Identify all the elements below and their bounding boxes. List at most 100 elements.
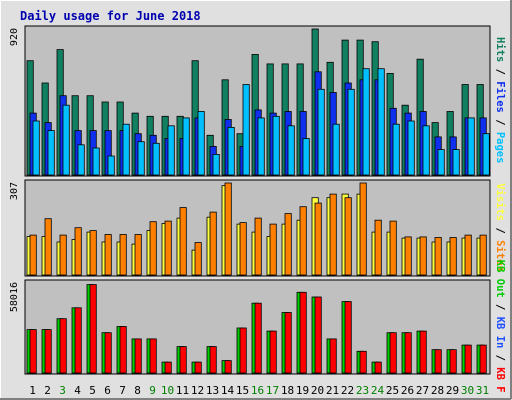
bar-sites-day-24 xyxy=(374,219,382,276)
bar-sites-day-26 xyxy=(404,236,412,276)
legend-separator: / xyxy=(494,348,506,367)
x-tick-label: 7 xyxy=(119,384,126,397)
bar-pages-day-5 xyxy=(92,147,100,176)
bar-kb-f-day-13 xyxy=(209,346,217,374)
bar-sites-day-25 xyxy=(389,220,397,276)
legend-separator: / xyxy=(494,221,506,240)
x-tick-label: 5 xyxy=(89,384,96,397)
bar-pages-day-29 xyxy=(452,149,460,176)
bar-sites-day-30 xyxy=(464,234,472,276)
bar-sites-day-27 xyxy=(419,236,427,276)
legend-entry: KB Out xyxy=(494,260,506,298)
x-tick-label: 22 xyxy=(341,384,354,397)
bar-sites-day-18 xyxy=(284,213,292,276)
x-tick-label: 2 xyxy=(44,384,51,397)
bar-pages-day-11 xyxy=(182,117,190,176)
bar-kb-f-day-30 xyxy=(464,344,472,374)
x-tick-label: 24 xyxy=(371,384,385,397)
x-tick-label: 30 xyxy=(461,384,474,397)
x-tick-label: 25 xyxy=(386,384,399,397)
bar-pages-day-14 xyxy=(227,127,235,176)
bar-pages-day-24 xyxy=(377,68,385,176)
x-tick-label: 8 xyxy=(134,384,141,397)
bar-sites-day-19 xyxy=(299,206,307,276)
bar-kb-f-day-12 xyxy=(194,361,202,374)
legend-separator: / xyxy=(494,298,506,317)
bar-sites-day-14 xyxy=(224,182,232,276)
bar-kb-f-day-6 xyxy=(104,332,112,374)
bar-pages-day-10 xyxy=(167,125,175,176)
panel-2: 307 Visits / Sites xyxy=(9,179,506,277)
bar-sites-day-1 xyxy=(29,234,37,276)
chart-title: Daily usage for June 2018 xyxy=(20,9,201,23)
bar-kb-f-day-10 xyxy=(164,361,172,374)
bar-pages-day-4 xyxy=(77,144,85,176)
bar-sites-day-16 xyxy=(254,217,262,276)
bar-kb-f-day-8 xyxy=(134,338,142,374)
x-tick-label: 14 xyxy=(221,384,235,397)
bar-kb-f-day-23 xyxy=(359,350,367,374)
legend-separator: / xyxy=(494,62,506,81)
panel-legend: Visits / Sites xyxy=(494,183,506,272)
x-tick-label: 6 xyxy=(104,384,111,397)
bar-sites-day-29 xyxy=(449,237,457,276)
x-tick-label: 23 xyxy=(356,384,369,397)
legend-entry: Files xyxy=(494,81,506,113)
x-tick-label: 18 xyxy=(281,384,294,397)
legend-entry: KB In xyxy=(494,317,506,349)
bar-pages-day-9 xyxy=(152,142,160,176)
x-tick-label: 9 xyxy=(149,384,156,397)
panel-1: 920 Hits / Files / Pages xyxy=(9,25,506,177)
bar-sites-day-20 xyxy=(314,202,322,276)
bar-sites-day-4 xyxy=(74,227,82,276)
bar-sites-day-6 xyxy=(104,234,112,276)
bar-sites-day-11 xyxy=(179,207,187,276)
bar-kb-f-day-18 xyxy=(284,312,292,374)
x-tick-label: 4 xyxy=(74,384,81,397)
y-max-tick-label: 58016 xyxy=(9,282,20,312)
bar-pages-day-16 xyxy=(257,117,265,176)
bar-kb-f-day-31 xyxy=(479,344,487,374)
bar-sites-day-9 xyxy=(149,221,157,276)
bar-kb-f-day-1 xyxy=(29,329,37,374)
bar-kb-f-day-11 xyxy=(179,346,187,374)
bar-sites-day-2 xyxy=(44,218,52,276)
legend-entry: KB F xyxy=(494,367,506,392)
bar-kb-f-day-5 xyxy=(89,284,97,374)
legend-entry: Hits xyxy=(494,37,506,62)
bar-kb-f-day-21 xyxy=(329,338,337,374)
bar-pages-day-3 xyxy=(62,104,70,176)
bar-sites-day-22 xyxy=(344,197,352,276)
bar-pages-day-20 xyxy=(317,88,325,176)
bar-sites-day-31 xyxy=(479,234,487,276)
bar-kb-f-day-19 xyxy=(299,291,307,374)
bar-kb-f-day-15 xyxy=(239,327,247,374)
bar-kb-f-day-7 xyxy=(119,326,127,374)
x-tick-label: 11 xyxy=(176,384,189,397)
bar-pages-day-25 xyxy=(392,123,400,176)
bar-kb-f-day-25 xyxy=(389,332,397,374)
bar-sites-day-3 xyxy=(59,234,67,276)
bar-sites-day-28 xyxy=(434,237,442,276)
bar-kb-f-day-4 xyxy=(74,307,82,374)
bar-kb-f-day-17 xyxy=(269,330,277,374)
bar-kb-f-day-9 xyxy=(149,338,157,374)
bar-pages-day-13 xyxy=(212,153,220,176)
bar-sites-day-17 xyxy=(269,223,277,276)
bar-kb-f-day-27 xyxy=(419,330,427,374)
x-tick-label: 26 xyxy=(401,384,414,397)
bar-kb-f-day-26 xyxy=(404,332,412,374)
bar-sites-day-7 xyxy=(119,234,127,276)
bar-sites-day-8 xyxy=(134,234,142,276)
x-tick-label: 1 xyxy=(29,384,36,397)
x-tick-label: 31 xyxy=(476,384,489,397)
bar-kb-f-day-3 xyxy=(59,318,67,374)
x-tick-label: 10 xyxy=(161,384,174,397)
y-max-tick-label: 307 xyxy=(9,182,20,200)
x-tick-label: 20 xyxy=(311,384,324,397)
bar-kb-f-day-14 xyxy=(224,360,232,374)
bar-pages-day-1 xyxy=(32,120,40,176)
bar-pages-day-6 xyxy=(107,155,115,176)
